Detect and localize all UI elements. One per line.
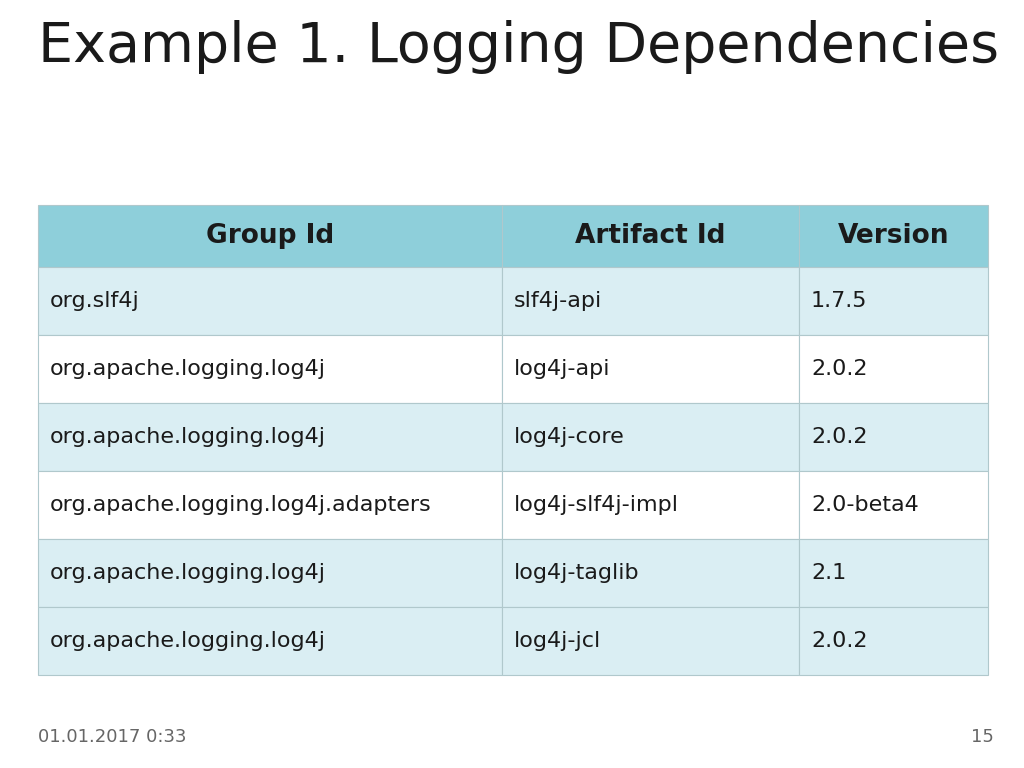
Text: log4j-taglib: log4j-taglib <box>514 563 639 583</box>
Text: log4j-api: log4j-api <box>514 359 610 379</box>
Bar <box>38 205 502 267</box>
Bar <box>38 471 502 539</box>
Text: org.apache.logging.log4j: org.apache.logging.log4j <box>50 631 326 651</box>
Bar <box>38 607 502 675</box>
Text: org.apache.logging.log4j.adapters: org.apache.logging.log4j.adapters <box>50 495 432 515</box>
Bar <box>38 335 502 403</box>
Bar <box>799 267 988 335</box>
Bar <box>502 471 799 539</box>
Text: 2.0.2: 2.0.2 <box>811 427 867 447</box>
Bar <box>799 335 988 403</box>
Bar <box>502 267 799 335</box>
Text: org.apache.logging.log4j: org.apache.logging.log4j <box>50 427 326 447</box>
Text: org.apache.logging.log4j: org.apache.logging.log4j <box>50 359 326 379</box>
Text: 2.0.2: 2.0.2 <box>811 631 867 651</box>
Bar <box>799 403 988 471</box>
Text: 01.01.2017 0:33: 01.01.2017 0:33 <box>38 728 186 746</box>
Bar <box>38 267 502 335</box>
Text: log4j-slf4j-impl: log4j-slf4j-impl <box>514 495 679 515</box>
Bar <box>799 539 988 607</box>
Text: 2.0-beta4: 2.0-beta4 <box>811 495 919 515</box>
Text: org.apache.logging.log4j: org.apache.logging.log4j <box>50 563 326 583</box>
Text: slf4j-api: slf4j-api <box>514 291 602 311</box>
Bar <box>502 205 799 267</box>
Text: Artifact Id: Artifact Id <box>575 223 726 249</box>
Text: log4j-jcl: log4j-jcl <box>514 631 601 651</box>
Bar <box>38 539 502 607</box>
Bar <box>799 205 988 267</box>
Text: Group Id: Group Id <box>206 223 334 249</box>
Text: 2.0.2: 2.0.2 <box>811 359 867 379</box>
Bar <box>502 607 799 675</box>
Bar <box>799 471 988 539</box>
Text: 15: 15 <box>971 728 994 746</box>
Text: Version: Version <box>838 223 949 249</box>
Text: 1.7.5: 1.7.5 <box>811 291 867 311</box>
Text: log4j-core: log4j-core <box>514 427 625 447</box>
Bar <box>799 607 988 675</box>
Bar <box>502 539 799 607</box>
Bar <box>502 403 799 471</box>
Text: org.slf4j: org.slf4j <box>50 291 139 311</box>
Bar <box>38 403 502 471</box>
Bar <box>502 335 799 403</box>
Text: Example 1. Logging Dependencies: Example 1. Logging Dependencies <box>38 20 999 74</box>
Text: 2.1: 2.1 <box>811 563 846 583</box>
